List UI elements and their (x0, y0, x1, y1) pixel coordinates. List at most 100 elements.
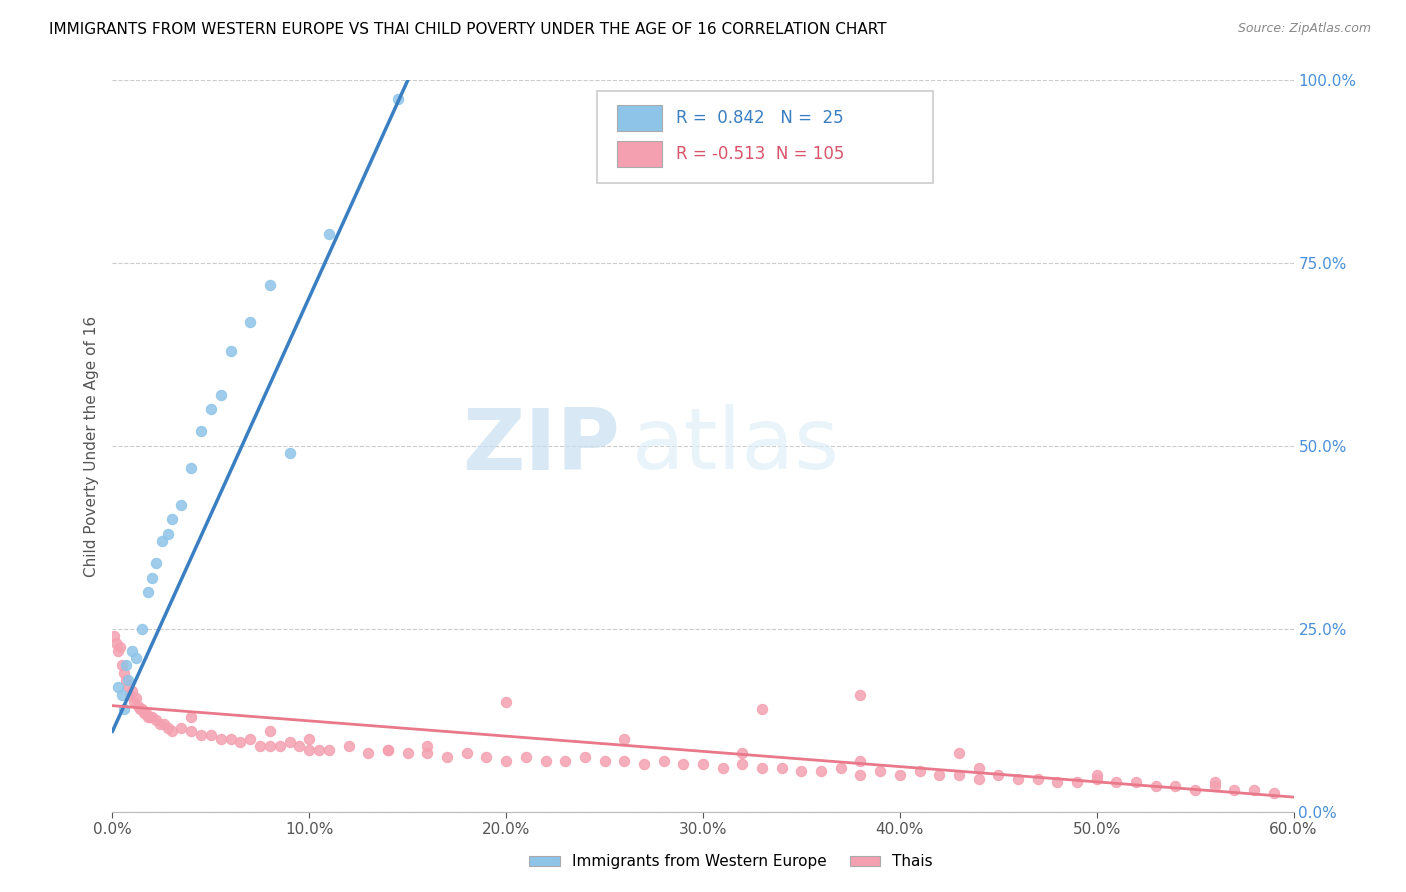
Point (1125, 775, 1147, 789)
Point (1105, 775, 1128, 789)
Point (1263, 787, 1285, 801)
Point (928, 768, 950, 782)
Point (229, 735, 252, 749)
Point (633, 757, 655, 772)
Point (377, 742, 399, 756)
Point (790, 764, 813, 779)
Point (298, 742, 321, 756)
Point (180, 709, 202, 723)
Point (1007, 772, 1029, 786)
Point (112, 665, 135, 680)
Point (156, 721, 179, 735)
Point (105, 636, 128, 650)
Point (692, 757, 714, 772)
Point (1243, 782, 1265, 797)
Point (908, 764, 931, 779)
Point (131, 702, 153, 716)
Point (495, 754, 517, 768)
Point (249, 739, 271, 753)
Point (849, 688, 872, 702)
Point (160, 512, 183, 526)
Point (357, 746, 380, 760)
Bar (617, 141, 662, 168)
Point (475, 749, 498, 764)
Point (967, 772, 990, 786)
Point (141, 571, 163, 585)
Point (209, 388, 232, 402)
Point (115, 673, 138, 687)
Point (170, 498, 193, 512)
Point (135, 706, 157, 720)
Point (948, 746, 970, 760)
Point (387, 91, 409, 105)
Point (288, 739, 311, 753)
Point (1223, 782, 1246, 797)
Y-axis label: Child Poverty Under the Age of 16: Child Poverty Under the Age of 16 (83, 316, 98, 576)
Point (948, 768, 970, 782)
Point (967, 761, 990, 775)
Point (209, 731, 232, 746)
Point (139, 709, 162, 723)
Point (132, 706, 155, 720)
Point (770, 761, 793, 775)
Point (987, 768, 1010, 782)
Point (269, 739, 291, 753)
Point (377, 742, 399, 756)
Point (751, 761, 773, 775)
Point (111, 658, 134, 673)
Point (613, 731, 636, 746)
Point (1184, 782, 1206, 797)
Point (889, 768, 911, 782)
Point (239, 731, 262, 746)
Point (111, 688, 134, 702)
Point (239, 315, 262, 329)
Point (145, 556, 167, 570)
Point (190, 425, 212, 439)
Point (121, 684, 143, 698)
Point (672, 757, 695, 772)
Point (152, 717, 174, 731)
Point (259, 739, 281, 753)
Point (298, 731, 321, 746)
Point (1046, 775, 1069, 789)
Point (593, 754, 616, 768)
Text: atlas: atlas (633, 404, 841, 488)
Point (416, 746, 439, 760)
Point (136, 709, 159, 723)
Point (830, 761, 852, 775)
Point (731, 757, 754, 772)
Point (534, 754, 557, 768)
Point (869, 764, 891, 779)
Point (751, 702, 773, 716)
Point (145, 714, 167, 728)
Point (849, 754, 872, 768)
Point (125, 651, 148, 665)
Point (120, 688, 142, 702)
Text: R =  0.842   N =  25: R = 0.842 N = 25 (676, 110, 844, 128)
Point (1144, 779, 1167, 793)
Point (160, 724, 183, 739)
Point (112, 702, 135, 716)
Point (180, 724, 202, 739)
Point (190, 728, 212, 742)
Point (731, 746, 754, 760)
Point (110, 640, 132, 655)
Point (1085, 772, 1108, 786)
Point (136, 585, 159, 599)
Point (200, 402, 222, 417)
Point (554, 754, 576, 768)
Text: Source: ZipAtlas.com: Source: ZipAtlas.com (1237, 22, 1371, 36)
Point (308, 742, 330, 756)
Point (1204, 779, 1226, 793)
Point (141, 709, 163, 723)
Point (259, 278, 281, 293)
Point (810, 764, 832, 779)
Point (278, 735, 301, 749)
Point (711, 761, 734, 775)
Point (180, 461, 202, 475)
Point (318, 227, 340, 241)
Point (219, 343, 242, 358)
Point (515, 749, 537, 764)
Point (278, 446, 301, 460)
Point (1066, 775, 1088, 789)
